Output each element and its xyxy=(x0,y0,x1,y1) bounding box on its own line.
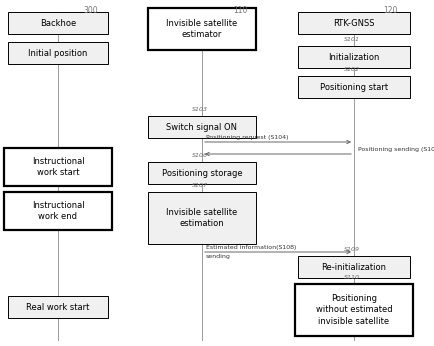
Text: Positioning start: Positioning start xyxy=(319,82,387,91)
Bar xyxy=(8,12,108,34)
Text: 300: 300 xyxy=(83,6,98,15)
Text: Positioning sending (S105): Positioning sending (S105) xyxy=(357,147,434,152)
Text: S107: S107 xyxy=(191,183,207,188)
Text: S102: S102 xyxy=(343,67,359,72)
Bar xyxy=(148,116,256,138)
Bar xyxy=(8,296,108,318)
Bar xyxy=(4,148,112,186)
Text: Invisible satellite
estimation: Invisible satellite estimation xyxy=(166,208,237,228)
Bar xyxy=(294,284,412,336)
Bar xyxy=(297,256,409,278)
Text: Positioning storage: Positioning storage xyxy=(161,169,242,177)
Text: Estimated information(S108): Estimated information(S108) xyxy=(206,245,296,250)
Text: S106: S106 xyxy=(191,153,207,158)
Bar xyxy=(4,192,112,230)
Text: Backhoe: Backhoe xyxy=(40,18,76,27)
Text: Switch signal ON: Switch signal ON xyxy=(166,122,237,131)
Text: S110: S110 xyxy=(343,275,359,280)
Text: Initialization: Initialization xyxy=(328,53,379,62)
Text: S103: S103 xyxy=(191,107,207,112)
Text: Re-initialization: Re-initialization xyxy=(321,263,386,272)
Bar xyxy=(8,42,108,64)
Text: RTK-GNSS: RTK-GNSS xyxy=(332,18,374,27)
Bar xyxy=(297,46,409,68)
Text: Instructional
work start: Instructional work start xyxy=(32,157,84,177)
Text: Positioning
without estimated
invisible satellite: Positioning without estimated invisible … xyxy=(315,294,391,326)
Text: Real work start: Real work start xyxy=(26,302,89,311)
Text: S109: S109 xyxy=(343,247,359,252)
Text: Instructional
work end: Instructional work end xyxy=(32,201,84,221)
Bar xyxy=(148,8,256,50)
Text: sending: sending xyxy=(206,254,230,259)
Text: S101: S101 xyxy=(343,37,359,42)
Text: 110: 110 xyxy=(233,6,247,15)
Text: Initial position: Initial position xyxy=(28,48,88,57)
Bar xyxy=(148,192,256,244)
Bar xyxy=(297,76,409,98)
Text: 120: 120 xyxy=(383,6,397,15)
Text: Invisible satellite
estimator: Invisible satellite estimator xyxy=(166,19,237,39)
Text: Positioning request (S104): Positioning request (S104) xyxy=(206,135,288,140)
Bar xyxy=(297,12,409,34)
Bar xyxy=(148,162,256,184)
